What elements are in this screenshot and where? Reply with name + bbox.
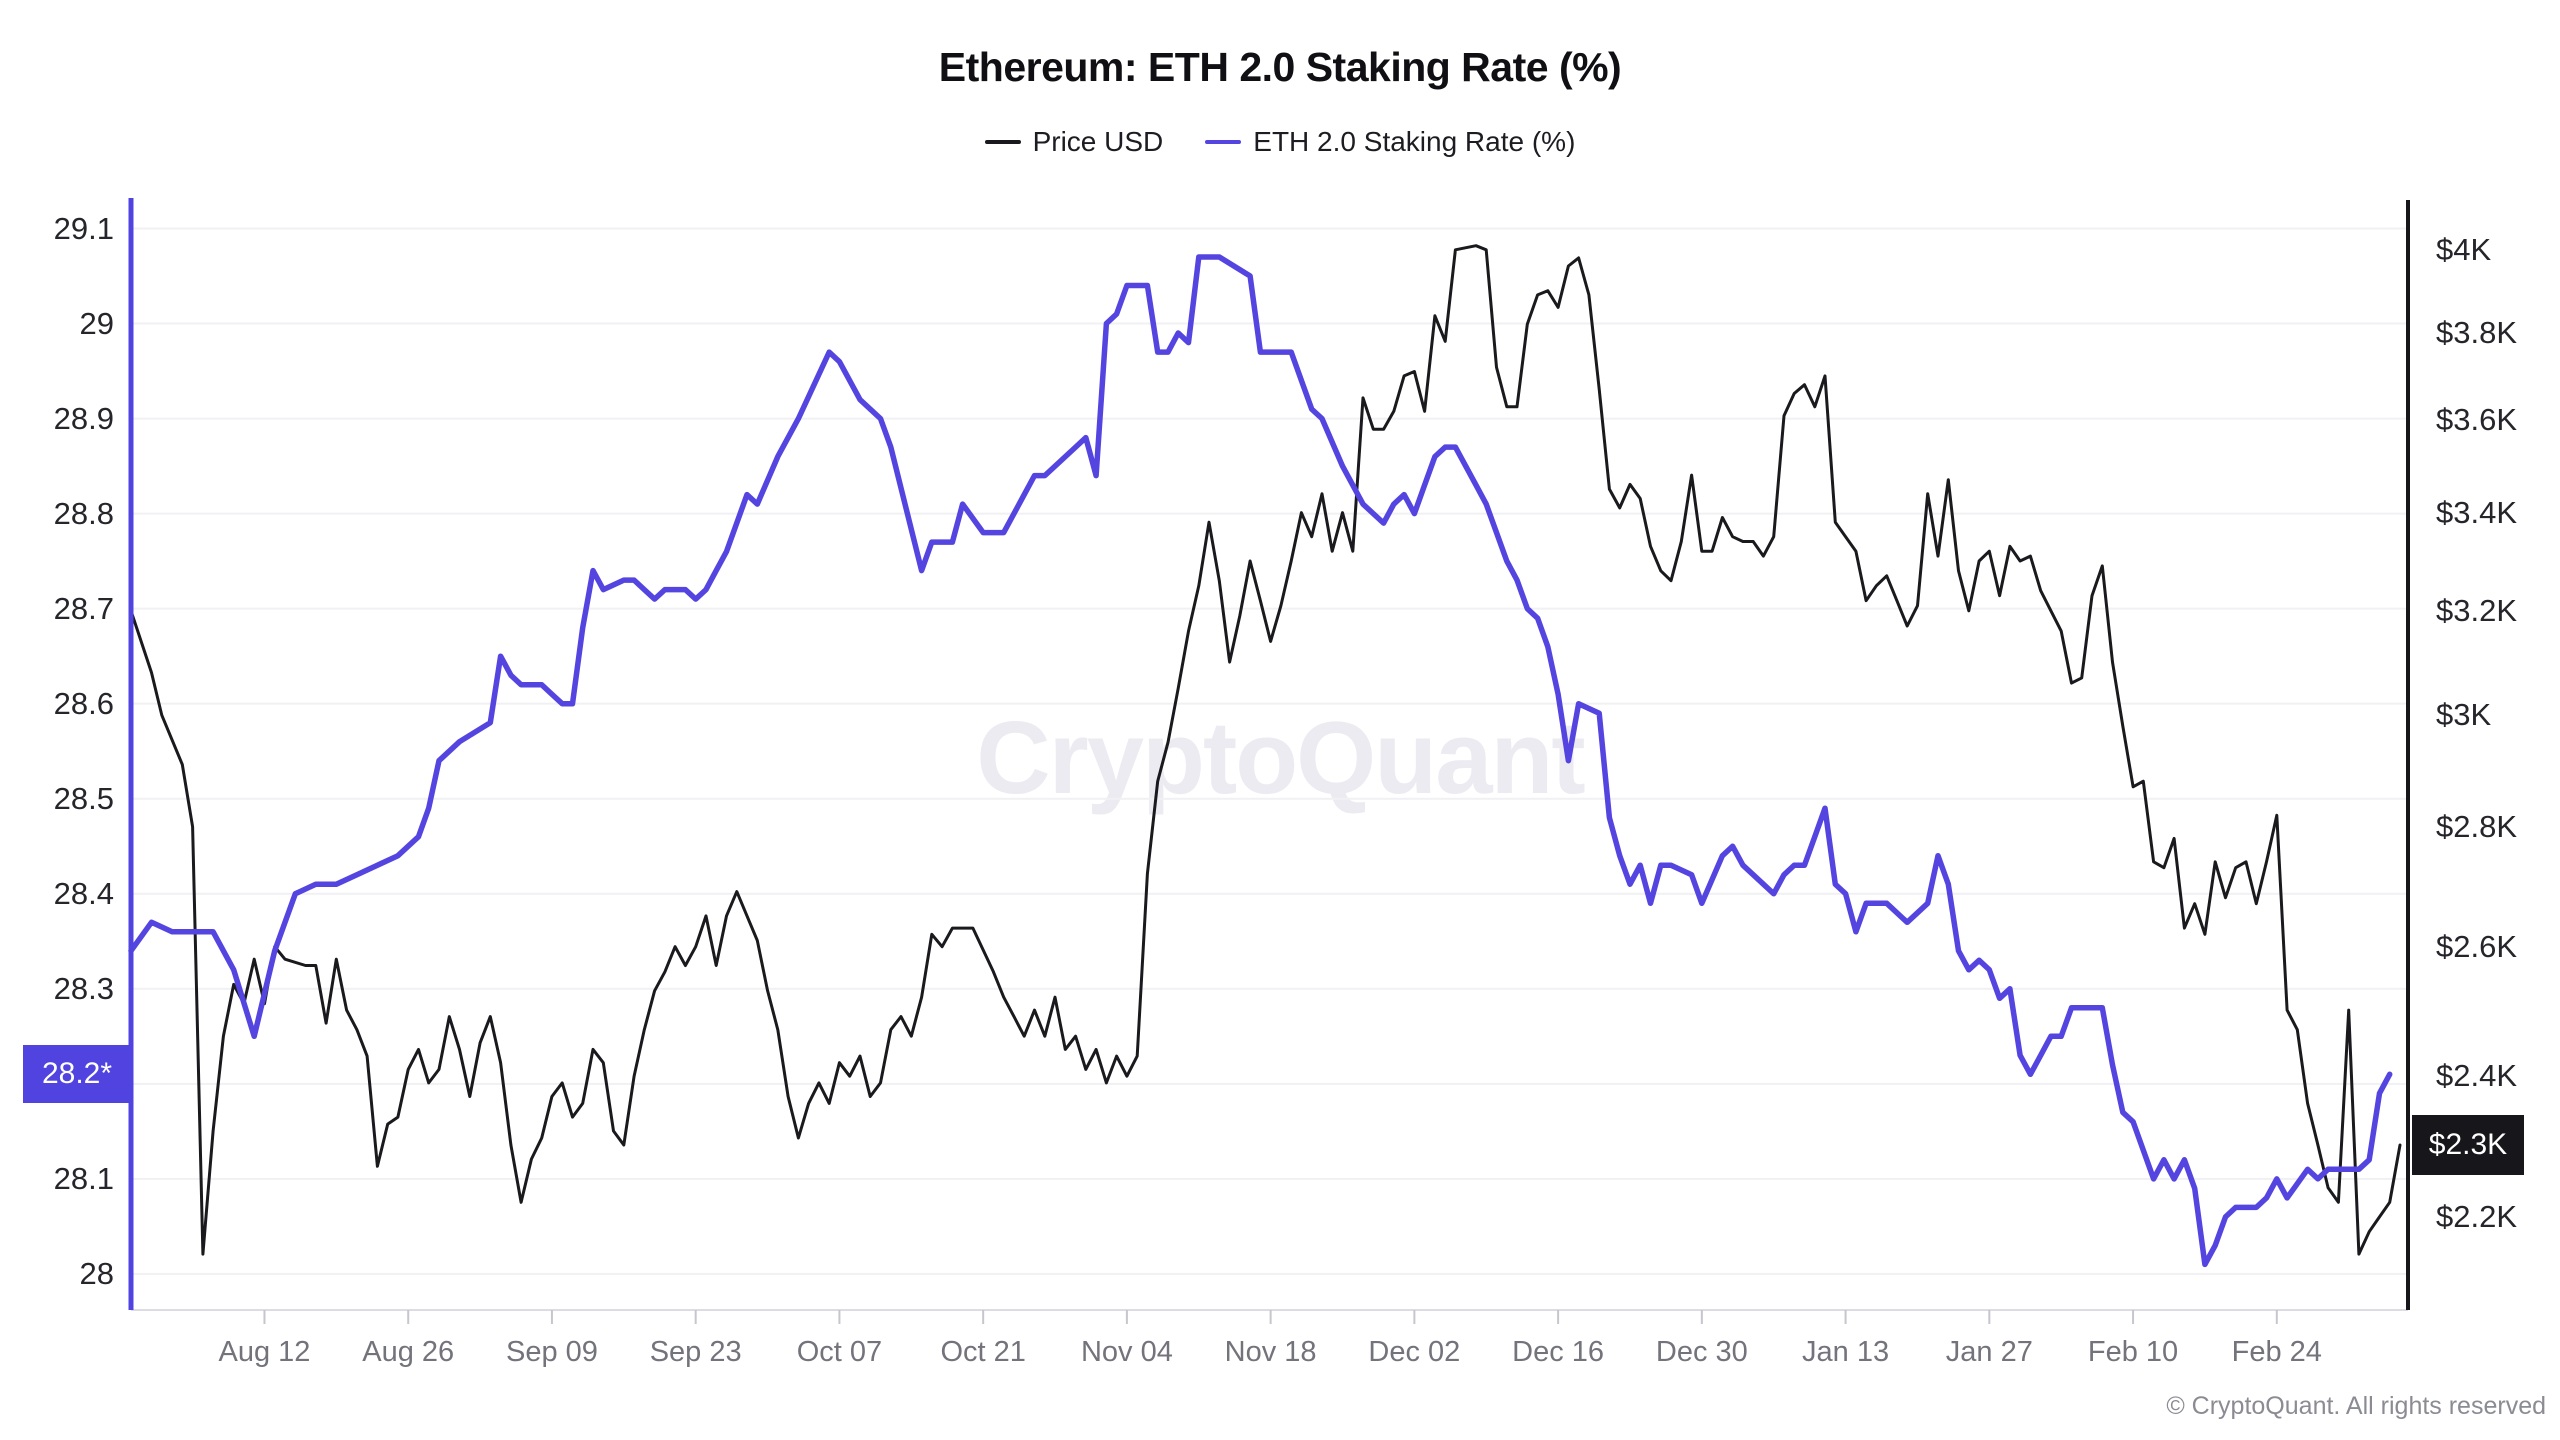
y-tick-label-right: $2.8K bbox=[2436, 808, 2518, 844]
x-tick-label: Feb 24 bbox=[2231, 1336, 2322, 1368]
y-tick-label-left: 28.9 bbox=[53, 400, 114, 436]
legend-swatch-price-usd bbox=[984, 140, 1021, 144]
x-tick-label: Sep 09 bbox=[505, 1336, 598, 1368]
x-tick-label: Sep 23 bbox=[649, 1336, 742, 1368]
legend-item-price-usd[interactable]: Price USD bbox=[984, 126, 1164, 158]
x-tick-label: Feb 10 bbox=[2087, 1336, 2179, 1368]
left-value-badge: 28.2* bbox=[23, 1045, 131, 1104]
copyright-notice: © CryptoQuant. All rights reserved bbox=[2166, 1392, 2546, 1420]
x-tick-label: Jan 27 bbox=[1945, 1336, 2033, 1368]
right-value-badge: $2.3K bbox=[2412, 1115, 2524, 1175]
series-line-price-usd bbox=[129, 244, 2402, 1256]
y-tick-label-left: 28 bbox=[79, 1255, 114, 1291]
x-tick-label: Aug 26 bbox=[362, 1336, 455, 1368]
y-tick-label-right: $3K bbox=[2436, 697, 2492, 733]
y-tick-label-right: $2.2K bbox=[2436, 1198, 2518, 1234]
series-line-staking-rate bbox=[128, 254, 2393, 1268]
x-tick-label: Nov 04 bbox=[1080, 1336, 1173, 1368]
y-tick-label-right: $3.4K bbox=[2436, 494, 2518, 530]
x-tick-label: Dec 02 bbox=[1368, 1336, 1461, 1368]
y-tick-label-left: 28.3 bbox=[53, 970, 114, 1006]
y-tick-label-right: $3.6K bbox=[2436, 402, 2518, 438]
x-tick-label: Aug 12 bbox=[218, 1336, 311, 1368]
x-tick-label: Oct 07 bbox=[796, 1336, 883, 1368]
chart-title: Ethereum: ETH 2.0 Staking Rate (%) bbox=[938, 44, 1622, 90]
y-tick-label-left: 28.8 bbox=[53, 495, 114, 531]
legend: Price USD ETH 2.0 Staking Rate (%) bbox=[0, 126, 2560, 158]
legend-label-staking-rate: ETH 2.0 Staking Rate (%) bbox=[1253, 126, 1576, 157]
y-tick-label-left: 28.4 bbox=[53, 875, 114, 911]
y-tick-label-left: 28.6 bbox=[53, 685, 114, 721]
x-tick-label: Nov 18 bbox=[1224, 1336, 1317, 1368]
x-tick-label: Dec 30 bbox=[1655, 1336, 1748, 1368]
x-tick-label: Jan 13 bbox=[1802, 1336, 1890, 1368]
legend-swatch-staking-rate bbox=[1205, 140, 1242, 144]
y-tick-label-left: 28.1 bbox=[53, 1160, 114, 1196]
legend-label-price-usd: Price USD bbox=[1032, 126, 1164, 157]
y-tick-label-left: 28.5 bbox=[53, 780, 114, 816]
y-tick-label-right: $2.6K bbox=[2436, 928, 2518, 964]
x-tick-label: Dec 16 bbox=[1512, 1336, 1605, 1368]
y-tick-label-right: $4K bbox=[2436, 231, 2492, 267]
y-tick-label-right: $3.8K bbox=[2436, 314, 2518, 350]
y-tick-label-left: 29 bbox=[79, 305, 114, 341]
legend-item-staking-rate[interactable]: ETH 2.0 Staking Rate (%) bbox=[1205, 126, 1575, 158]
y-tick-label-right: $2.4K bbox=[2436, 1058, 2518, 1094]
y-tick-label-right: $3.2K bbox=[2436, 592, 2518, 628]
x-tick-label: Oct 21 bbox=[940, 1336, 1026, 1368]
y-tick-label-left: 28.7 bbox=[53, 590, 114, 626]
y-tick-label-left: 29.1 bbox=[53, 210, 114, 246]
